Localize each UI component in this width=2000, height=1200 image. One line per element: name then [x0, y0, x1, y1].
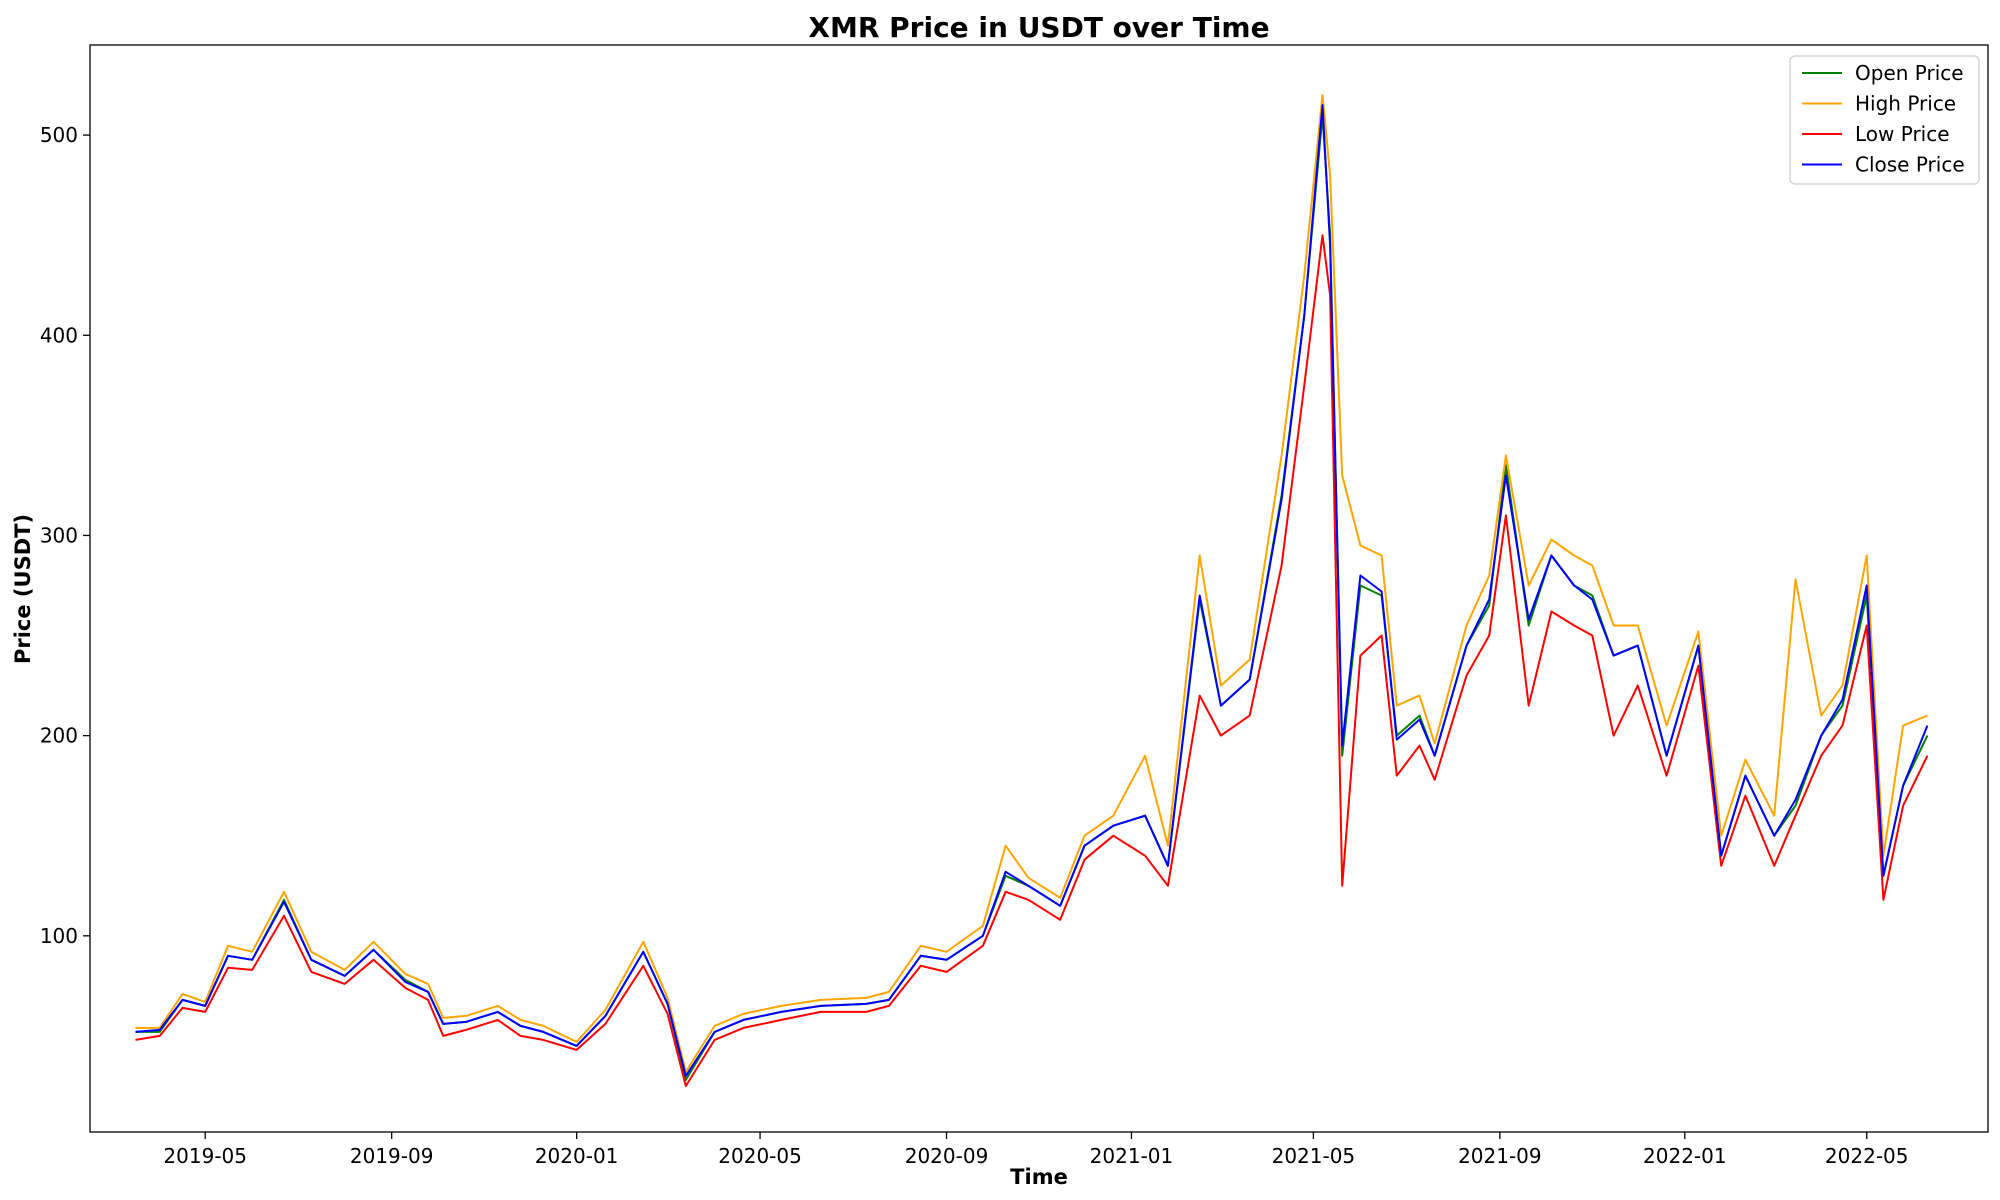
x-tick-label: 2020-05 [718, 1144, 802, 1168]
close-price-line [135, 104, 1929, 1077]
legend-label-low-price: Low Price [1855, 122, 1950, 146]
x-tick-label: 2022-01 [1643, 1144, 1727, 1168]
legend-label-open-price: Open Price [1855, 61, 1964, 85]
y-tick-label: 100 [40, 924, 78, 948]
low-price-line [135, 234, 1929, 1087]
x-tick-label: 2019-09 [350, 1144, 434, 1168]
x-tick-label: 2022-05 [1825, 1144, 1909, 1168]
legend-box [1789, 55, 1980, 185]
legend: Open Price High Price Low Price Close Price [1789, 55, 1980, 185]
x-tick-label: 2019-05 [163, 1144, 247, 1168]
y-tick-label: 400 [40, 323, 78, 347]
y-tick-label: 300 [40, 523, 78, 547]
x-tick-label: 2021-01 [1090, 1144, 1174, 1168]
x-tick-label: 2020-01 [535, 1144, 619, 1168]
x-tick-label: 2020-09 [905, 1144, 989, 1168]
chart-title: XMR Price in USDT over Time [808, 11, 1269, 44]
x-tick-label: 2021-09 [1458, 1144, 1542, 1168]
series-layer [135, 94, 1929, 1087]
legend-label-high-price: High Price [1855, 92, 1956, 116]
y-tick-label: 500 [40, 123, 78, 147]
x-axis-label: Time [1010, 1165, 1068, 1189]
high-price-line [135, 94, 1928, 1073]
y-axis-label: Price (USDT) [11, 514, 35, 664]
x-tick-label: 2021-05 [1272, 1144, 1356, 1168]
plot-area [89, 44, 1989, 1133]
y-axis: 100 200 300 400 500 [40, 123, 90, 948]
x-axis: 2019-05 2019-09 2020-01 2020-05 2020-09 2021-… [163, 1132, 1909, 1168]
y-tick-label: 200 [40, 724, 78, 748]
legend-label-close-price: Close Price [1855, 153, 1965, 177]
